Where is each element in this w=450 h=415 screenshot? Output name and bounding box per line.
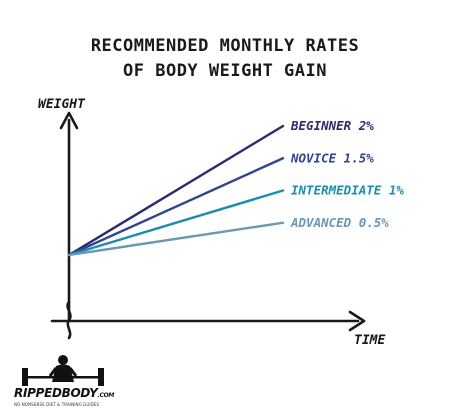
ripped-body-logo: RIPPEDBODY.COM NO NONSENSE DIET & TRAINI… — [14, 352, 124, 412]
x-axis-label: TIME — [354, 333, 386, 348]
series-label-1: NOVICE 1.5% — [290, 150, 374, 165]
series-label-2: INTERMEDIATE 1% — [291, 183, 404, 198]
series-label-0: BEGINNER 2% — [290, 118, 374, 133]
series-line-1 — [67, 157, 285, 257]
series-line-2 — [67, 189, 285, 257]
logo-wordmark: RIPPEDBODY.COM — [14, 386, 115, 400]
logo-tagline: NO NONSENSE DIET & TRAINING GUIDES — [14, 402, 100, 407]
chart-subtitle: OF BODY WEIGHT GAIN — [123, 61, 327, 81]
series-line-3 — [67, 221, 285, 257]
series-label-3: ADVANCED 0.5% — [290, 215, 389, 230]
y-axis-arrow — [59, 111, 79, 130]
series-line-0 — [67, 124, 285, 257]
chart-title: RECOMMENDED MONTHLY RATES — [90, 36, 360, 56]
y-axis-label: WEIGHT — [38, 97, 85, 112]
barbell-lifter-icon — [22, 355, 104, 386]
x-axis-arrow — [348, 310, 366, 332]
